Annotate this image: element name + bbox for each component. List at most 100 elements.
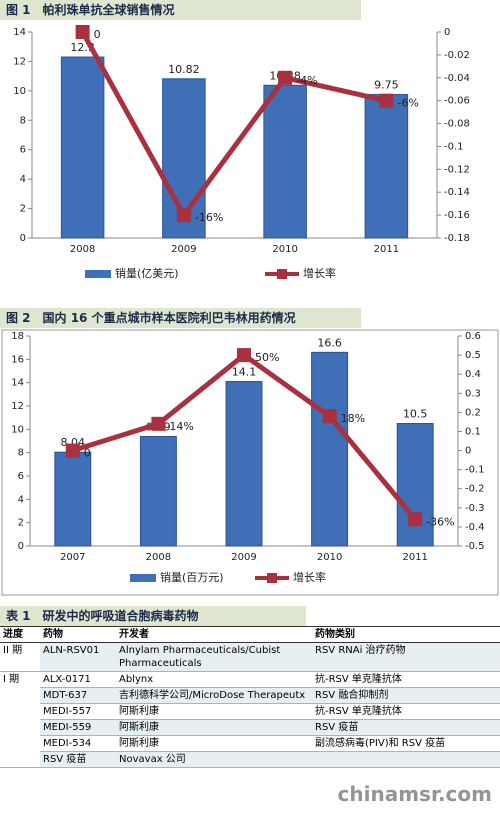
table-block: 表 1 研发中的呼吸道合胞病毒药物 进度 药物 开发者 药物类别 II 期 ALN… [0,606,500,768]
y2-tick-label: -0.5 [465,541,485,552]
bar-value-label: 9.75 [374,79,399,92]
line-value-label: 0 [94,28,101,41]
table-cell: RSV RNAi 治疗药物 [312,642,500,672]
y-tick-label: 12 [13,56,26,67]
header-cell: 药物 [40,626,116,643]
table-cell: 阿斯利康 [116,719,312,736]
line-marker [408,512,423,527]
y2-tick-label: -0.08 [444,119,470,130]
table-cell: 阿斯利康 [116,703,312,720]
bar-value-label: 16.6 [317,336,342,349]
y-tick-label: 8 [18,448,24,459]
bar-value-label: 10.5 [403,408,428,421]
y-tick-label: 0 [18,541,24,552]
header-cell: 药物类别 [312,626,500,643]
table-cell [312,751,500,768]
x-tick-label: 2008 [146,552,171,563]
x-tick-label: 2010 [317,552,342,563]
table-row: MEDI-559 阿斯利康 RSV 疫苗 [0,719,500,736]
table-cell: MEDI-557 [40,703,116,720]
table-cell: 吉利德科学公司/MicroDose Therapeutx [116,687,312,704]
y2-tick-label: -0.1 [444,141,464,152]
stage-cell: II 期 [0,642,40,672]
x-tick-label: 2011 [374,244,399,255]
table-cell: 阿斯利康 [116,735,312,752]
table-cell: Alnylam Pharmaceuticals/Cubist Pharmaceu… [116,642,312,672]
table-cell: Ablynx [116,671,312,688]
y-tick-label: 10 [11,424,24,435]
table-cell: RSV 疫苗 [40,751,116,768]
line [80,30,387,218]
legend-label: 增长率 [293,570,326,584]
legend-marker [267,573,277,583]
table-title: 表 1 研发中的呼吸道合胞病毒药物 [0,606,306,626]
x-tick-label: 2009 [231,552,256,563]
line-value-label: -6% [397,97,418,110]
figure-1: 图 1 帕利珠单抗全球销售情况 0 2 4 6 8 10 12 14 0 -0.02 -0.04 -0… [0,0,500,305]
table-row: RSV 疫苗 Novavax 公司 [0,751,500,768]
table-row: I 期 ALX-0171 Ablynx 抗-RSV 单克隆抗体 [0,671,500,768]
bar-value-label: 14.1 [232,366,257,379]
y-tick-label: 4 [18,494,24,505]
line-marker [65,443,80,458]
y2-tick-label: -0.16 [444,210,470,221]
table-cell: MEDI-559 [40,719,116,736]
table: 进度 药物 开发者 药物类别 II 期 ALN-RSV01 Alnylam Phar… [0,626,500,768]
legend-label: 增长率 [303,266,336,280]
y-tick-label: 16 [11,354,24,365]
y2-tick-label: 0.1 [465,426,481,437]
x-tick-label: 2011 [402,552,427,563]
y2-tick-label: -0.18 [444,233,470,244]
y2-tick-label: -0.3 [465,503,485,514]
line-value-label: 0 [84,447,91,460]
legend-label: 销量(亿美元) [115,266,179,280]
bar-value-label: 10.82 [168,63,200,76]
line-value-label: 50% [255,351,279,364]
table-cell: ALN-RSV01 [40,642,116,672]
table-cell: 抗-RSV 单克隆抗体 [312,671,500,688]
figure-title: 图 1 帕利珠单抗全球销售情况 [0,0,361,20]
header-cell: 进度 [0,626,40,643]
bar [225,381,263,547]
table-body: II 期 ALN-RSV01 Alnylam Pharmaceuticals/Cub… [0,642,500,768]
table-cell: 抗-RSV 单克隆抗体 [312,703,500,720]
x-tick-label: 2008 [70,244,95,255]
figure-title: 图 2 国内 16 个重点城市样本医院利巴韦林用药情况 [0,308,361,328]
legend-label: 销量(百万元) [160,570,224,584]
table-row: MDT-637 吉利德科学公司/MicroDose Therapeutx RSV 融… [0,687,500,704]
line-marker [379,93,394,108]
stage-cell: I 期 [0,671,40,768]
y2-tick-label: -0.06 [444,96,470,107]
y2-tick-label: 0.5 [465,350,481,361]
bar [139,435,177,547]
bar [54,451,92,547]
y-tick-label: 6 [20,145,26,156]
line-value-label: 14% [169,420,193,433]
watermark: chinamsr.com [337,782,492,806]
table-cell: MEDI-534 [40,735,116,752]
legend-swatch [85,270,111,278]
table-cell: Novavax 公司 [116,751,312,768]
y-tick-label: 10 [13,86,26,97]
bar [364,94,409,239]
y2-tick-label: 0.2 [465,407,481,418]
bar [311,351,349,547]
header-row: 进度 药物 开发者 药物类别 [0,626,500,643]
table-cell: ALX-0171 [40,671,116,688]
y-tick-label: 12 [11,401,24,412]
line-value-label: 18% [341,412,365,425]
y-tick-label: 4 [20,174,26,185]
y-tick-label: 8 [20,115,26,126]
line-marker [322,409,337,424]
line-value-label: -16% [195,211,223,224]
y2-tick-label: -0.02 [444,50,470,61]
y2-tick-label: 0.3 [465,388,481,399]
bar [60,56,105,239]
y2-tick-label: 0 [444,27,450,38]
y-tick-label: 18 [11,331,24,342]
y-tick-label: 6 [18,471,24,482]
y2-tick-label: -0.4 [465,522,485,533]
y-tick-label: 2 [18,518,24,529]
figure-2: 图 2 国内 16 个重点城市样本医院利巴韦林用药情况 0 2 4 6 8 10 12 14 1… [0,308,500,604]
